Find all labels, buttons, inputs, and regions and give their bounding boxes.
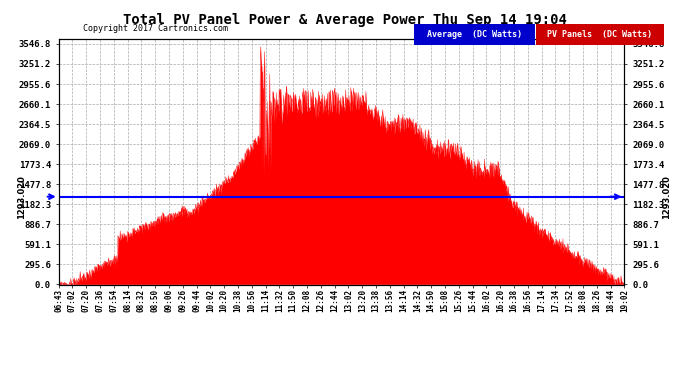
Text: PV Panels  (DC Watts): PV Panels (DC Watts) (547, 30, 653, 39)
Text: Copyright 2017 Cartronics.com: Copyright 2017 Cartronics.com (83, 24, 228, 33)
Text: Total PV Panel Power & Average Power Thu Sep 14 19:04: Total PV Panel Power & Average Power Thu… (123, 13, 567, 27)
Text: 1293.020: 1293.020 (17, 175, 26, 219)
Text: 1293.020: 1293.020 (662, 175, 671, 219)
Text: Average  (DC Watts): Average (DC Watts) (427, 30, 522, 39)
